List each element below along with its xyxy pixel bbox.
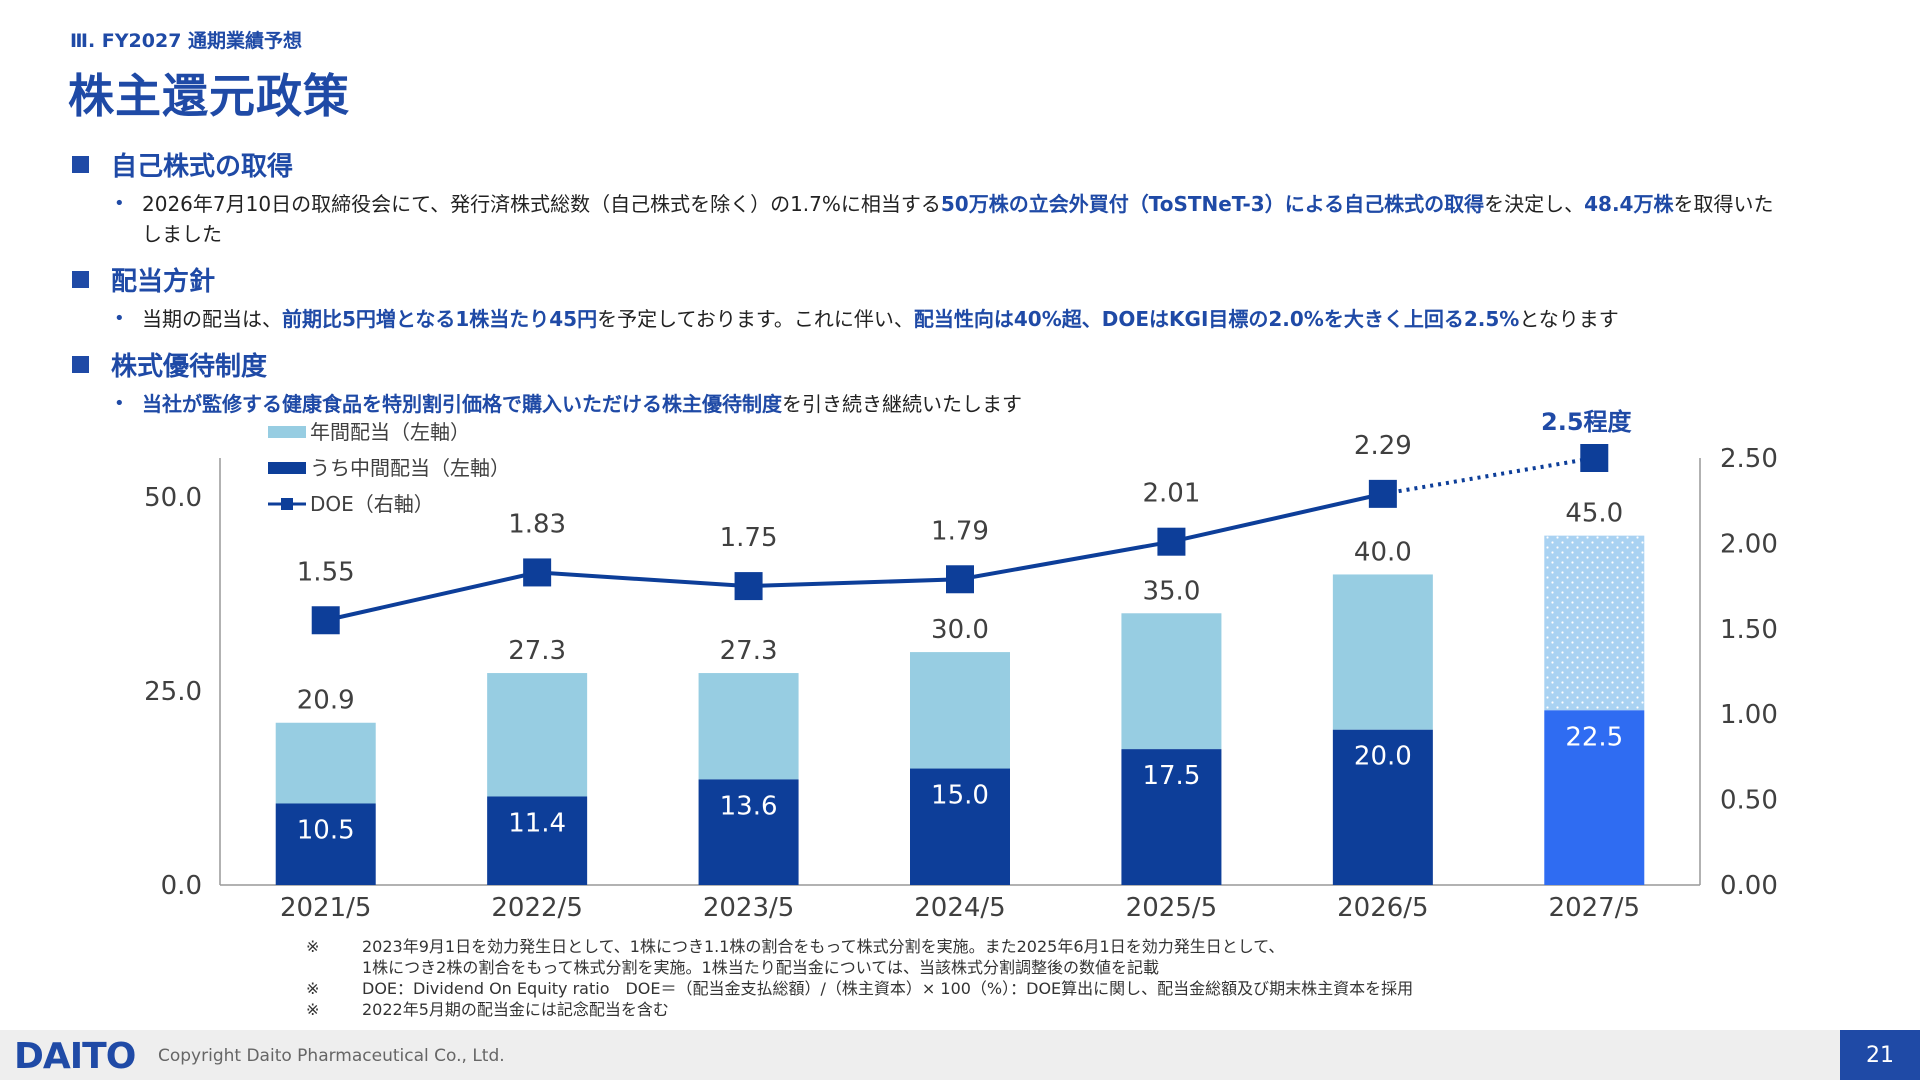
x-tick-label: 2022/5 — [491, 893, 582, 923]
legend-swatch-doe-marker — [281, 498, 293, 510]
doe-target-label: 2.5程度 — [1541, 408, 1633, 436]
bar-annual-data-label: 35.0 — [1142, 576, 1200, 606]
heading-shareholder-benefits: 株式優待制度 — [72, 346, 1792, 383]
section-label: Ⅲ. FY2027 通期業績予想 — [70, 30, 303, 52]
y-right-tick-label: 1.50 — [1720, 615, 1778, 645]
bar-interim-data-label: 22.5 — [1565, 722, 1623, 752]
x-tick-label: 2025/5 — [1126, 893, 1217, 923]
y-left-tick-label: 50.0 — [144, 483, 202, 513]
heading-dividend-policy: 配当方針 — [72, 261, 1792, 298]
doe-line — [325, 491, 1384, 623]
bullet-dividend-policy: 当期の配当は、前期比5円増となる1株当たり45円を予定しております。これに伴い、… — [114, 304, 1792, 334]
x-tick-label: 2026/5 — [1337, 893, 1428, 923]
square-bullet-icon — [72, 156, 89, 173]
x-tick-label: 2021/5 — [280, 893, 371, 923]
square-bullet-icon — [72, 356, 89, 373]
footnote: ※ DOE：Dividend On Equity ratio DOE＝（配当金支払… — [306, 979, 1414, 998]
bullet-share-buyback: 2026年7月10日の取締役会にて、発行済株式総数（自己株式を除く）の1.7%に… — [114, 189, 1792, 249]
heading-share-buyback: 自己株式の取得 — [72, 146, 1792, 183]
bar-annual-dividend — [1121, 613, 1222, 750]
doe-marker — [734, 572, 763, 601]
doe-marker — [523, 558, 552, 587]
bar-interim-dividend — [1332, 729, 1433, 885]
x-tick-label: 2024/5 — [914, 893, 1005, 923]
bar-interim-dividend — [487, 796, 588, 885]
legend-label-annual: 年間配当（左軸） — [310, 420, 470, 444]
doe-marker — [946, 565, 974, 594]
doe-marker — [1368, 479, 1397, 508]
bar-annual-dividend — [698, 673, 799, 780]
y-right-tick-label: 0.50 — [1720, 786, 1778, 816]
bar-annual-data-label: 45.0 — [1565, 499, 1623, 529]
bar-interim-dividend — [1544, 710, 1645, 885]
legend-swatch-annual — [268, 426, 306, 438]
bar-interim-data-label: 13.6 — [720, 791, 778, 821]
bar-annual-data-label: 27.3 — [508, 636, 566, 666]
doe-marker — [1580, 444, 1609, 472]
doe-data-label: 1.83 — [508, 509, 566, 539]
bar-annual-dividend — [1332, 574, 1433, 730]
y-right-tick-label: 2.50 — [1720, 444, 1778, 474]
doe-data-label: 2.01 — [1142, 479, 1200, 509]
legend-swatch-interim — [268, 462, 306, 474]
bar-annual-dividend — [910, 652, 1010, 769]
bar-interim-dividend — [275, 803, 376, 885]
y-right-tick-label: 2.00 — [1720, 529, 1778, 559]
bar-annual-data-label: 27.3 — [720, 636, 778, 666]
bar-interim-data-label: 20.0 — [1354, 742, 1412, 772]
doe-data-label: 1.79 — [931, 516, 989, 546]
bar-interim-data-label: 11.4 — [508, 808, 566, 838]
footer: DAITO Copyright Daito Pharmaceutical Co.… — [0, 1030, 1920, 1080]
bar-annual-dividend — [275, 722, 376, 804]
bar-interim-data-label: 15.0 — [931, 781, 989, 811]
policy-list: 自己株式の取得 2026年7月10日の取締役会にて、発行済株式総数（自己株式を除… — [72, 142, 1792, 431]
y-right-tick-label: 1.00 — [1720, 700, 1778, 730]
y-left-tick-label: 25.0 — [144, 677, 202, 707]
bar-interim-dividend — [698, 779, 799, 885]
copyright: Copyright Daito Pharmaceutical Co., Ltd. — [158, 1046, 505, 1066]
x-tick-label: 2027/5 — [1549, 893, 1640, 923]
page-title: 株主還元政策 — [68, 69, 350, 123]
legend-label-interim: うち中間配当（左軸） — [310, 456, 510, 480]
doe-data-label: 2.29 — [1354, 431, 1412, 461]
doe-data-label: 1.55 — [297, 557, 355, 587]
bar-annual-data-label: 20.9 — [297, 686, 355, 716]
doe-forecast-line — [1382, 456, 1595, 496]
bar-interim-data-label: 17.5 — [1142, 761, 1200, 791]
y-right-tick-label: 0.00 — [1720, 871, 1778, 901]
doe-marker — [1157, 527, 1186, 556]
doe-marker — [311, 606, 340, 635]
bar-interim-dividend — [1121, 749, 1222, 885]
bar-annual-data-label: 30.0 — [931, 615, 989, 645]
page-number: 21 — [1840, 1030, 1920, 1080]
y-left-tick-label: 0.0 — [161, 871, 202, 901]
bar-interim-data-label: 10.5 — [297, 815, 355, 845]
x-tick-label: 2023/5 — [703, 893, 794, 923]
bar-annual-dividend — [487, 673, 588, 797]
square-bullet-icon — [72, 271, 89, 288]
footnote: ※ 2023年9月1日を効力発生日として、1株につき1.1株の割合をもって株式分割… — [306, 937, 1285, 977]
footnotes: ※ 2023年9月1日を効力発生日として、1株につき1.1株の割合をもって株式分割… — [306, 936, 1413, 1020]
bullet-shareholder-benefits: 当社が監修する健康食品を特別割引価格で購入いただける株主優待制度を引き続き継続い… — [114, 389, 1792, 419]
dividend-doe-chart: 0.0 25.0 50.0 0.00 0.50 1.00 1.50 2.00 2.50 2021/… — [144, 408, 1778, 923]
bar-annual-data-label: 40.0 — [1354, 537, 1412, 567]
doe-data-label: 1.75 — [720, 523, 778, 553]
legend-label-doe: DOE（右軸） — [310, 492, 434, 516]
bar-annual-dividend — [1544, 535, 1645, 711]
company-logo: DAITO — [14, 1036, 136, 1077]
footnote: ※ 2022年5月期の配当金には記念配当を含む — [306, 1000, 669, 1019]
bar-interim-dividend — [910, 768, 1010, 885]
